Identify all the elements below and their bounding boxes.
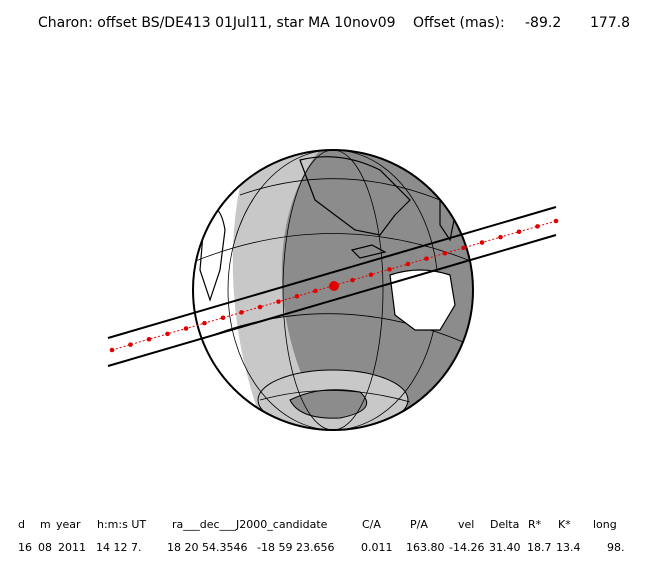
column-header: year [56,518,81,531]
track-point [350,277,355,283]
track-point [424,256,429,261]
offset-value: 177.8 [590,15,630,31]
cell: 08 [38,541,52,554]
cell: -18 59 23.656 [257,541,334,554]
track-point [498,234,503,240]
offset-value: -89.2 [525,15,561,31]
column-header: Delta [490,518,519,531]
data-table: d m year h:m:s UT ra___dec___J2000_candi… [18,518,625,554]
column-header: m [40,518,51,531]
cell: 18.7 [527,541,552,554]
cell: 2011 [58,541,86,554]
cell: 31.40 [489,541,521,554]
track-point [128,342,133,347]
current-position [329,281,339,291]
column-header: K* [558,518,571,531]
track-point [183,326,189,331]
track-point [442,250,448,256]
track-point [535,224,540,229]
column-header: C/A [362,518,381,531]
column-header: vel [458,518,474,531]
track-point [313,288,318,294]
track-point [165,331,170,337]
track-point [368,272,374,278]
track-point [405,261,411,267]
track-point [516,229,522,235]
column-header: ra___dec___J2000_candidate [172,518,328,531]
cell: 16 [18,541,32,554]
column-header: h:m:s UT [97,518,146,531]
track-point [276,299,281,304]
track-point [553,218,559,224]
cell: 14 12 7. [96,541,141,554]
track-point [202,320,207,326]
column-header: P/A [410,518,428,531]
globe [192,149,474,431]
track-point [220,315,226,321]
title: Charon: offset BS/DE413 01Jul11, star MA… [38,15,396,31]
track-point [479,240,485,245]
track-point [109,347,115,353]
track-point [239,310,244,315]
cell: 98. [607,541,625,554]
track-point [257,304,263,310]
track-point [146,336,152,342]
cell: -14.26 [449,541,484,554]
cell: 163.80 [406,541,445,554]
track-point [387,267,392,272]
column-header: R* [528,518,542,531]
track-point [461,245,466,251]
cell: 18 20 54.3546 [167,541,247,554]
track-point [294,293,300,299]
column-header: d [18,518,25,531]
cell: 13.4 [556,541,581,554]
offset-label: Offset (mas): [413,15,505,31]
cell: 0.011 [361,541,393,554]
column-header: long [593,518,617,531]
